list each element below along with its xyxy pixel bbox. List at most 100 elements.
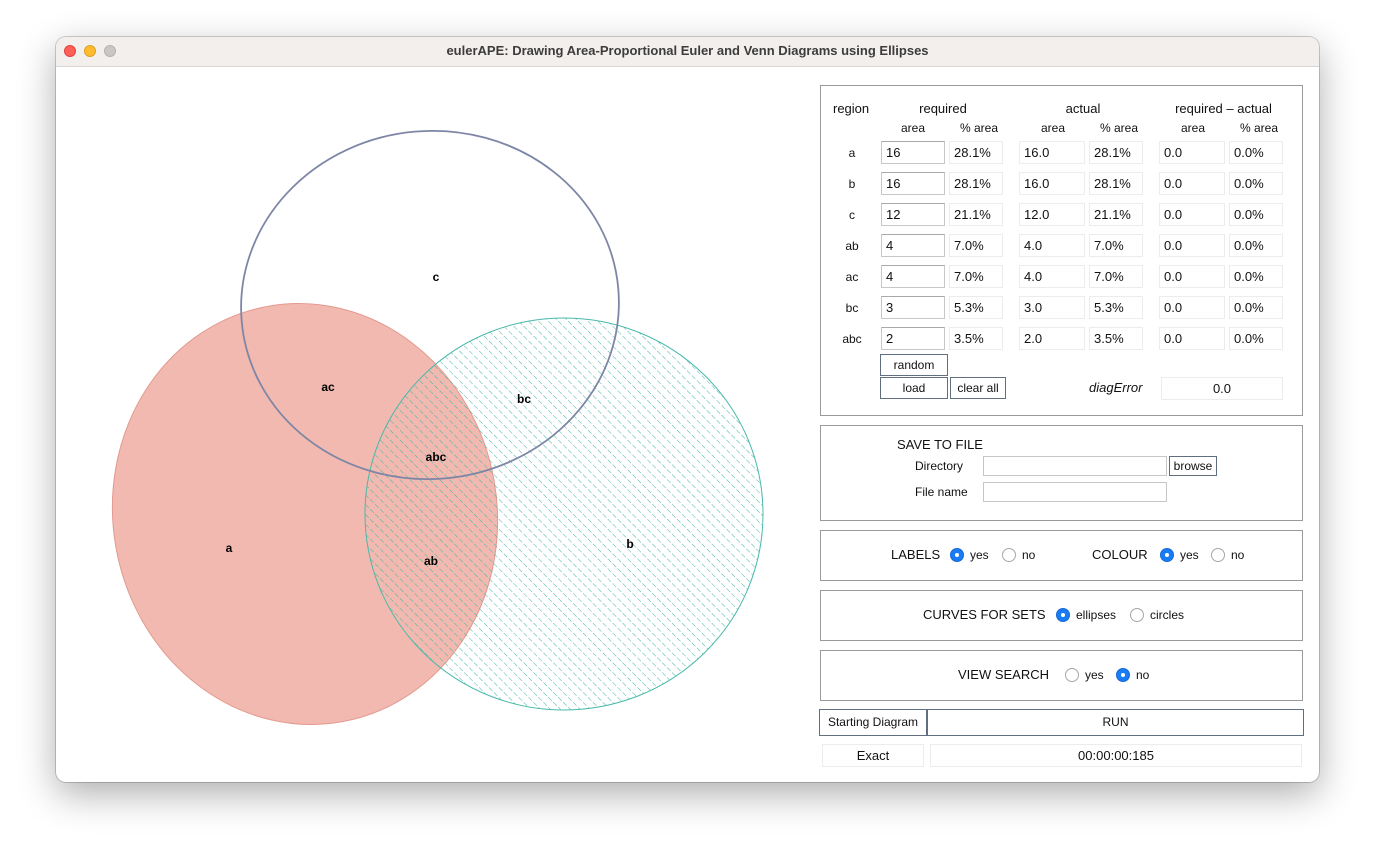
labels-heading: LABELS bbox=[891, 547, 941, 562]
diff-pct-value: 0.0% bbox=[1229, 172, 1283, 195]
actual-pct-value: 7.0% bbox=[1089, 265, 1143, 288]
region-table-panel: region required actual required – actual… bbox=[820, 85, 1303, 416]
actual-pct-value: 3.5% bbox=[1089, 327, 1143, 350]
subheader-diff-pct: % area bbox=[1239, 121, 1279, 135]
required-area-input[interactable]: 4 bbox=[881, 234, 945, 257]
region-name: ab bbox=[845, 239, 859, 253]
curves-ellipses-label[interactable]: ellipses bbox=[1076, 608, 1117, 622]
required-area-input[interactable]: 12 bbox=[881, 203, 945, 226]
header-region: region bbox=[833, 101, 870, 116]
required-area-input[interactable]: 16 bbox=[881, 172, 945, 195]
region-label-b: b bbox=[626, 537, 633, 551]
header-required-minus-actual: required – actual bbox=[1175, 101, 1272, 116]
required-pct-value: 28.1% bbox=[949, 172, 1003, 195]
required-pct-value: 21.1% bbox=[949, 203, 1003, 226]
actual-area-value: 16.0 bbox=[1019, 141, 1085, 164]
labels-colour-panel: LABELS yes no COLOUR yes no bbox=[820, 530, 1303, 581]
required-area-input[interactable]: 2 bbox=[881, 327, 945, 350]
diag-error-label: diagError bbox=[1089, 380, 1143, 395]
diag-error-value: 0.0 bbox=[1161, 377, 1283, 400]
actual-area-value: 3.0 bbox=[1019, 296, 1085, 319]
required-pct-value: 28.1% bbox=[949, 141, 1003, 164]
diff-pct-value: 0.0% bbox=[1229, 296, 1283, 319]
clear-all-button[interactable]: clear all bbox=[950, 377, 1006, 399]
load-button[interactable]: load bbox=[880, 377, 948, 399]
diff-area-value: 0.0 bbox=[1159, 141, 1225, 164]
set-c-ellipse bbox=[240, 129, 620, 481]
diff-area-value: 0.0 bbox=[1159, 234, 1225, 257]
actual-area-value: 4.0 bbox=[1019, 265, 1085, 288]
diff-area-value: 0.0 bbox=[1159, 203, 1225, 226]
region-label-ab: ab bbox=[424, 554, 438, 568]
run-button[interactable]: RUN bbox=[927, 709, 1304, 736]
diff-area-value: 0.0 bbox=[1159, 296, 1225, 319]
actual-area-value: 16.0 bbox=[1019, 172, 1085, 195]
view-search-no-label[interactable]: no bbox=[1136, 668, 1150, 682]
diff-pct-value: 0.0% bbox=[1229, 265, 1283, 288]
region-name: abc bbox=[842, 332, 862, 346]
view-search-no-radio[interactable] bbox=[1116, 668, 1130, 682]
view-search-yes-label[interactable]: yes bbox=[1085, 668, 1104, 682]
region-label-abc: abc bbox=[426, 450, 447, 464]
colour-yes-radio[interactable] bbox=[1160, 548, 1174, 562]
actual-pct-value: 28.1% bbox=[1089, 141, 1143, 164]
diff-area-value: 0.0 bbox=[1159, 265, 1225, 288]
diff-pct-value: 0.0% bbox=[1229, 234, 1283, 257]
timer-value: 00:00:00:185 bbox=[930, 744, 1302, 767]
region-label-ac: ac bbox=[321, 380, 335, 394]
curves-for-sets-panel: CURVES FOR SETS ellipses circles bbox=[820, 590, 1303, 641]
starting-diagram-button[interactable]: Starting Diagram bbox=[819, 709, 927, 736]
diff-area-value: 0.0 bbox=[1159, 327, 1225, 350]
required-area-input[interactable]: 4 bbox=[881, 265, 945, 288]
view-search-yes-radio[interactable] bbox=[1065, 668, 1079, 682]
minimize-window-button[interactable] bbox=[84, 45, 96, 57]
title-bar[interactable]: eulerAPE: Drawing Area-Proportional Eule… bbox=[56, 37, 1319, 67]
save-heading: SAVE TO FILE bbox=[897, 437, 983, 452]
directory-input[interactable] bbox=[983, 456, 1167, 476]
region-name: c bbox=[849, 208, 855, 222]
file-name-label: File name bbox=[915, 485, 968, 499]
directory-label: Directory bbox=[915, 459, 964, 473]
actual-area-value: 2.0 bbox=[1019, 327, 1085, 350]
required-pct-value: 7.0% bbox=[949, 265, 1003, 288]
colour-yes-label[interactable]: yes bbox=[1180, 548, 1199, 562]
curves-ellipses-radio[interactable] bbox=[1056, 608, 1070, 622]
subheader-required-pct: % area bbox=[959, 121, 999, 135]
colour-no-label[interactable]: no bbox=[1231, 548, 1245, 562]
subheader-actual-pct: % area bbox=[1099, 121, 1139, 135]
euler-diagram-canvas: c ac bc abc a ab b bbox=[111, 129, 764, 725]
window-title: eulerAPE: Drawing Area-Proportional Eule… bbox=[446, 43, 929, 58]
region-name: b bbox=[848, 177, 856, 191]
curves-heading: CURVES FOR SETS bbox=[923, 607, 1046, 622]
subheader-required-area: area bbox=[900, 121, 926, 135]
browse-button[interactable]: browse bbox=[1169, 456, 1217, 476]
required-area-input[interactable]: 3 bbox=[881, 296, 945, 319]
app-window: eulerAPE: Drawing Area-Proportional Eule… bbox=[56, 37, 1319, 782]
header-required: required bbox=[919, 101, 967, 116]
curves-circles-radio[interactable] bbox=[1130, 608, 1144, 622]
file-name-input[interactable] bbox=[983, 482, 1167, 502]
subheader-diff-area: area bbox=[1180, 121, 1206, 135]
region-label-c: c bbox=[433, 270, 440, 284]
region-name: bc bbox=[845, 301, 859, 315]
close-window-button[interactable] bbox=[64, 45, 76, 57]
actual-pct-value: 5.3% bbox=[1089, 296, 1143, 319]
labels-yes-radio[interactable] bbox=[950, 548, 964, 562]
actual-pct-value: 28.1% bbox=[1089, 172, 1143, 195]
maximize-window-button[interactable] bbox=[104, 45, 116, 57]
set-b-ellipse bbox=[364, 317, 764, 711]
colour-no-radio[interactable] bbox=[1211, 548, 1225, 562]
required-area-input[interactable]: 16 bbox=[881, 141, 945, 164]
status-label: Exact bbox=[822, 744, 924, 767]
actual-pct-value: 7.0% bbox=[1089, 234, 1143, 257]
labels-no-radio[interactable] bbox=[1002, 548, 1016, 562]
view-search-panel: VIEW SEARCH yes no bbox=[820, 650, 1303, 701]
labels-no-label[interactable]: no bbox=[1022, 548, 1036, 562]
view-search-heading: VIEW SEARCH bbox=[958, 667, 1050, 682]
region-name: ac bbox=[845, 270, 859, 284]
labels-yes-label[interactable]: yes bbox=[970, 548, 989, 562]
colour-heading: COLOUR bbox=[1092, 547, 1148, 562]
random-button[interactable]: random bbox=[880, 354, 948, 376]
curves-circles-label[interactable]: circles bbox=[1150, 608, 1185, 622]
region-label-a: a bbox=[226, 541, 233, 555]
